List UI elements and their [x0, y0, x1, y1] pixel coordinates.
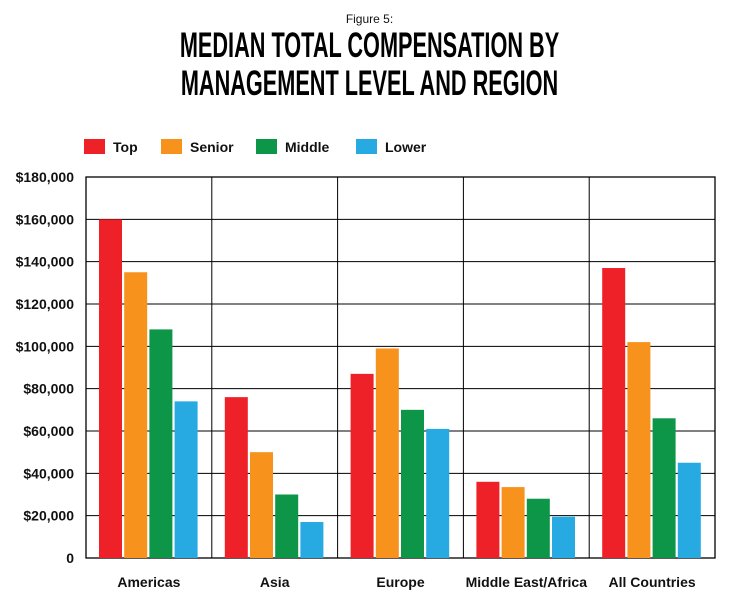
- bar-middle-all-countries: [652, 418, 676, 558]
- legend: Top Senior Middle Lower: [84, 139, 427, 155]
- y-tick-label: $180,000: [16, 169, 75, 185]
- plot-area: 0 $20,000 $40,000 $60,000 $80,000 $100,000 $12…: [16, 169, 716, 590]
- y-tick-label: $100,000: [16, 338, 75, 354]
- chart-title-line-2: MANAGEMENT LEVEL AND REGION: [180, 64, 559, 103]
- legend-swatch-top: [84, 139, 105, 154]
- y-tick-label: $120,000: [16, 296, 75, 312]
- legend-label-middle: Middle: [285, 139, 330, 155]
- y-tick-label: $80,000: [23, 381, 74, 397]
- bar-top-all-countries: [602, 268, 626, 558]
- bar-senior-asia: [250, 452, 273, 558]
- bar-lower-middle-east-africa: [552, 516, 575, 558]
- bar-middle-americas: [149, 329, 173, 558]
- figure-label: Figure 5:: [345, 12, 394, 26]
- y-tick-label: $40,000: [23, 465, 74, 481]
- bar-top-asia: [224, 397, 248, 558]
- y-tick-label: $140,000: [16, 254, 75, 270]
- bar-senior-americas: [124, 272, 148, 558]
- bar-middle-europe: [401, 409, 424, 558]
- y-tick-label: 0: [66, 550, 74, 566]
- bar-top-middle-east-africa: [476, 481, 500, 558]
- bar-senior-all-countries: [627, 342, 651, 558]
- legend-label-top: Top: [113, 139, 138, 155]
- bar-lower-asia: [300, 522, 324, 558]
- y-tick-label: $60,000: [23, 423, 74, 439]
- bar-top-americas: [99, 219, 122, 559]
- chart-title-line-1: MEDIAN TOTAL COMPENSATION BY: [179, 26, 560, 65]
- x-category-label: Middle East/Africa: [466, 574, 588, 590]
- x-category-label: Asia: [260, 574, 290, 590]
- bar-middle-middle-east-africa: [526, 498, 550, 558]
- x-category-label: All Countries: [609, 574, 696, 590]
- bar-lower-americas: [174, 401, 198, 558]
- bar-lower-all-countries: [677, 462, 701, 558]
- legend-swatch-middle: [256, 139, 277, 154]
- legend-swatch-lower: [356, 139, 377, 154]
- bar-senior-middle-east-africa: [501, 487, 525, 558]
- bar-top-europe: [350, 373, 374, 558]
- chart-title: MEDIAN TOTAL COMPENSATION BY MANAGEMENT …: [140, 27, 598, 103]
- y-tick-label: $20,000: [23, 508, 74, 524]
- plot-frame: [85, 176, 716, 559]
- y-tick-label: $160,000: [16, 211, 75, 227]
- bar-lower-europe: [426, 428, 450, 558]
- x-category-label: Americas: [117, 574, 180, 590]
- bar-senior-europe: [375, 348, 399, 558]
- bar-middle-asia: [275, 494, 299, 558]
- legend-label-senior: Senior: [190, 139, 234, 155]
- legend-swatch-senior: [161, 139, 182, 154]
- legend-label-lower: Lower: [385, 139, 427, 155]
- x-category-label: Europe: [376, 574, 424, 590]
